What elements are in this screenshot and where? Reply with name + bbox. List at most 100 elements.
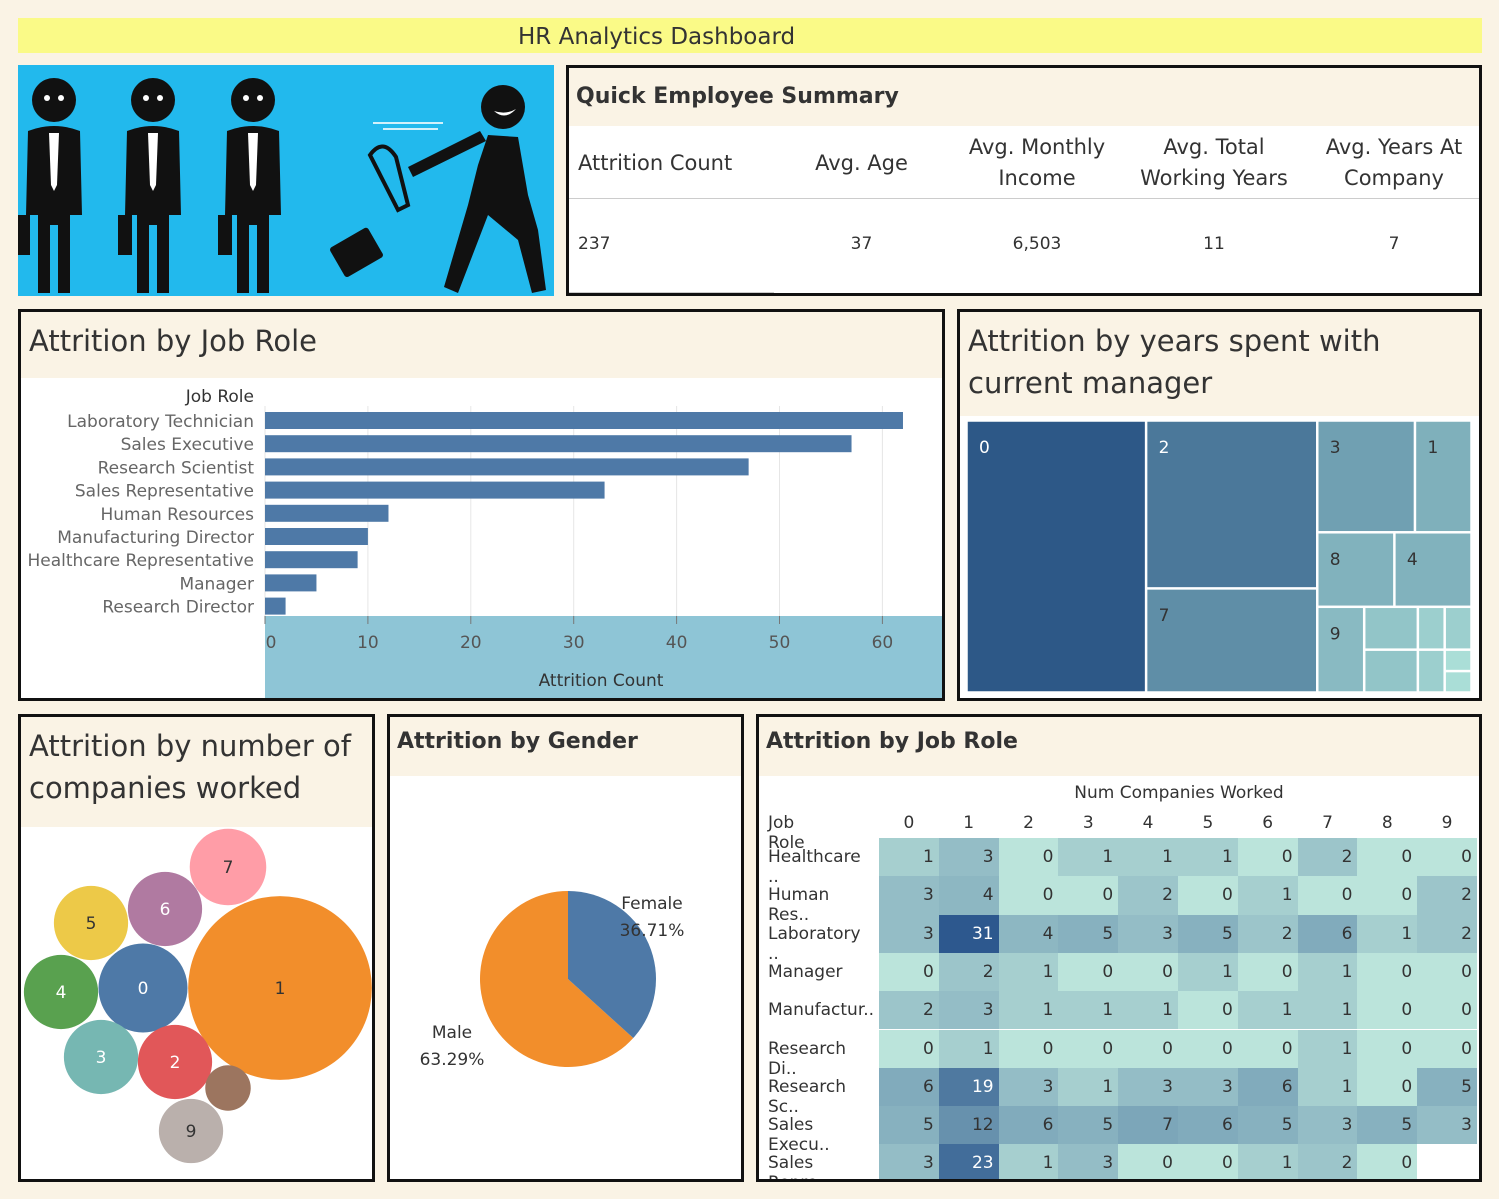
heatmap-cell: 19 <box>938 1067 999 1107</box>
bubble-mark <box>205 1065 251 1111</box>
bar-mark <box>265 551 358 569</box>
heatmap-cell: 31 <box>938 914 999 953</box>
heatmap-column-label: 8 <box>1381 813 1393 833</box>
treemap-tile <box>1444 670 1472 693</box>
heatmap-cell: 0 <box>1058 1029 1119 1068</box>
heatmap-row-label: Research Di.. <box>768 1038 846 1079</box>
job-role-bar-chart: 0 10 20 30 40 50 60 Job Role Attrition Count Labo… <box>21 378 942 698</box>
heatmap-cell: 0 <box>1058 952 1119 992</box>
bar-category-label: Research Scientist <box>98 458 255 478</box>
bubble-label: 7 <box>223 858 234 878</box>
treemap-tile <box>1417 649 1445 693</box>
bubble-mark <box>53 885 129 961</box>
treemap-tile <box>1363 606 1419 650</box>
treemap-tile <box>1414 420 1472 533</box>
job-role-bar-panel: Attrition by Job Role 0 10 20 30 40 50 60 Job R… <box>18 309 945 701</box>
job-role-bar-title: Attrition by Job Role <box>21 312 942 378</box>
heatmap-row-label: Human Res.. <box>768 885 830 926</box>
heatmap-column-label: 1 <box>963 813 975 833</box>
gender-pie-chart: Female 36.71% Male 63.29% <box>420 891 684 1070</box>
summary-attrition-value: 237 <box>578 234 611 254</box>
treemap-title: Attrition by years spent with current ma… <box>960 312 1479 416</box>
heatmap-cell: 5 <box>1058 914 1119 953</box>
heatmap-cell: 0 <box>1178 991 1238 1030</box>
heatmap-cell: 5 <box>1357 1106 1418 1145</box>
heatmap-cell: 2 <box>938 952 999 992</box>
heatmap-cell: 0 <box>1417 838 1477 877</box>
treemap-tile-label: 3 <box>1330 438 1341 458</box>
heatmap-cell: 3 <box>879 1144 939 1179</box>
heatmap-cell: 0 <box>1357 1029 1418 1068</box>
treemap-tile <box>1444 649 1472 672</box>
summary-header-row: Attrition Count Avg. Age Avg. Monthly In… <box>569 126 1479 198</box>
heatmap-row-label: Research Sc.. <box>768 1076 846 1117</box>
dashboard-title: HR Analytics Dashboard <box>518 24 796 50</box>
bubble-mark <box>98 943 188 1033</box>
heatmap-cell: 0 <box>1357 952 1418 992</box>
heatmap-cell: 3 <box>1178 1067 1238 1107</box>
bar-category-label: Sales Representative <box>75 482 254 502</box>
heatmap-cell: 5 <box>1058 1106 1119 1145</box>
bubble-mark <box>127 871 203 947</box>
heatmap-cell: 3 <box>938 838 999 877</box>
heatmap-cell: 2 <box>1417 876 1477 915</box>
heatmap-cell: 2 <box>1417 914 1477 953</box>
bar-x-tick-label: 10 <box>357 633 379 653</box>
heatmap-cell: 2 <box>1118 876 1178 915</box>
heatmap-row-label: Healthcare .. <box>768 847 861 887</box>
heatmap-column-label: 6 <box>1262 813 1274 833</box>
heatmap-cell: 0 <box>879 952 939 992</box>
treemap-tile <box>1317 532 1395 608</box>
bubble-label: 3 <box>96 1048 107 1068</box>
heatmap-cell: 2 <box>879 991 939 1030</box>
heatmap-cell: 1 <box>1237 1144 1298 1179</box>
heatmap-cell: 2 <box>1297 1144 1358 1179</box>
heatmap-cell: 1 <box>1297 991 1358 1030</box>
summary-title: Quick Employee Summary <box>569 68 1479 126</box>
heatmap-cell: 0 <box>1417 991 1477 1030</box>
heatmap-cell: 0 <box>879 1029 939 1068</box>
bar-mark <box>265 504 389 522</box>
bar-mark <box>265 597 286 615</box>
treemap-tile <box>1363 649 1419 693</box>
heatmap-cell: 1 <box>998 952 1059 992</box>
heatmap-cell: 0 <box>998 838 1059 877</box>
treemap-tile <box>1317 420 1416 533</box>
manager-years-treemap: 0 2 7 3 1 8 4 9 <box>966 420 1472 693</box>
gender-title: Attrition by Gender <box>390 717 741 776</box>
treemap-tile <box>1317 606 1365 693</box>
bar-mark <box>265 435 852 453</box>
summary-header-age: Avg. Age <box>815 151 908 175</box>
heatmap-row-label: Manager <box>768 961 843 982</box>
bar-x-tick-label: 40 <box>666 633 688 653</box>
bar-x-tick-label: 20 <box>460 633 482 653</box>
heatmap-cell: 0 <box>1237 838 1298 877</box>
female-label: Female <box>621 894 682 914</box>
heatmap-row-label: Manufactur.. <box>768 1000 875 1021</box>
heatmap-cell: 3 <box>1417 1106 1477 1145</box>
bar-x-tick-label: 50 <box>769 633 791 653</box>
heatmap-cell: 0 <box>1357 876 1418 915</box>
heatmap-cell: 0 <box>1237 1029 1298 1068</box>
bar-category-label: Manager <box>179 574 254 594</box>
heatmap-cell: 5 <box>1237 1106 1298 1145</box>
banner-illustration <box>18 65 554 296</box>
heatmap-column-label: 2 <box>1023 813 1034 833</box>
bubble-label: 9 <box>186 1122 197 1142</box>
heatmap-cell: 1 <box>1058 991 1119 1030</box>
bar-mark <box>265 481 605 499</box>
treemap-tile-label: 9 <box>1330 624 1341 644</box>
bar-category-label: Sales Executive <box>121 435 254 455</box>
heatmap-cell: 0 <box>1118 1029 1178 1068</box>
bar-x-tick-label: 60 <box>872 633 894 653</box>
heatmap-cell: 3 <box>998 1067 1059 1107</box>
heatmap-row-label: Sales Execu.. <box>768 1115 830 1156</box>
bar-category-label: Research Director <box>102 598 254 618</box>
dashboard-title-bar: HR Analytics Dashboard <box>18 18 1482 53</box>
bar-mark <box>265 412 903 429</box>
heatmap-cell: 6 <box>1297 914 1358 953</box>
job-role-heatmap-panel: Attrition by Job Role Num Companies Work… <box>756 714 1482 1182</box>
treemap-tile <box>1145 420 1318 589</box>
heatmap-title: Attrition by Job Role <box>759 717 1479 776</box>
bubble-label: 4 <box>56 983 67 1003</box>
